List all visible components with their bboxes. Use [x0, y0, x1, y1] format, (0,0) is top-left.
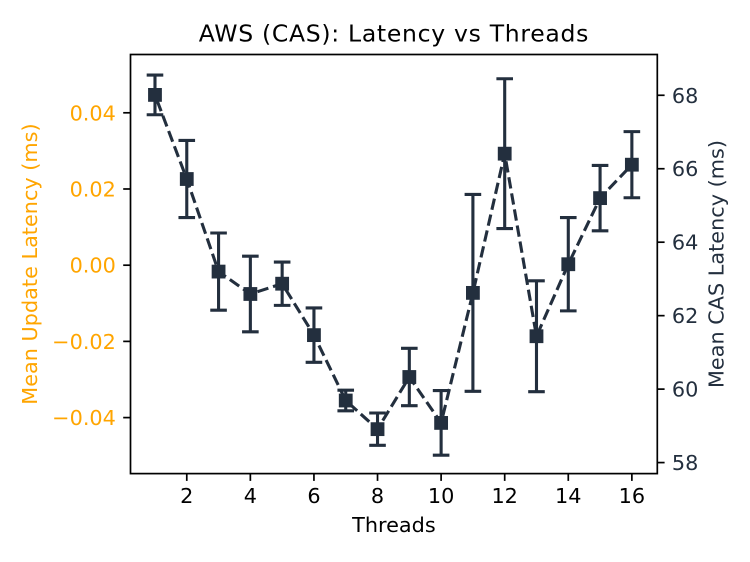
axes-frame: [129, 53, 659, 475]
series-marker: [529, 329, 544, 344]
series-line: [153, 94, 633, 432]
x-tick-label: 12: [491, 484, 517, 508]
y-right-tick-label: 62: [672, 304, 698, 328]
x-tick-label: 14: [555, 484, 581, 508]
y-right-tick-label: 64: [672, 231, 698, 255]
series-marker: [561, 257, 576, 272]
y-left-tick-label: −0.04: [52, 406, 116, 430]
series-marker: [466, 285, 480, 300]
x-tick-label: 16: [619, 484, 645, 508]
y-right-axis-label: Mean CAS Latency (ms): [705, 140, 729, 388]
y-right-tick-label: 58: [672, 451, 698, 475]
series-marker: [497, 146, 512, 161]
series-marker: [243, 287, 258, 301]
y-right-tick-label: 68: [672, 84, 698, 108]
x-axis-label: Threads: [351, 513, 436, 537]
series-marker: [307, 328, 321, 343]
x-tick-label: 2: [180, 484, 193, 508]
x-tick-label: 10: [428, 484, 454, 508]
series-marker: [275, 276, 290, 291]
y-left-tick-label: −0.02: [52, 330, 116, 354]
series-marker: [624, 157, 639, 172]
y-left-axis-label: Mean Update Latency (ms): [18, 123, 42, 404]
y-right-tick-label: 66: [672, 157, 698, 181]
y-left-tick-label: 0.02: [70, 177, 116, 201]
series-marker: [370, 422, 385, 437]
y-left-tick-label: 0.04: [70, 101, 116, 125]
x-tick-label: 4: [244, 484, 257, 508]
y-left-tick-label: 0.00: [70, 254, 116, 278]
series-marker: [148, 88, 162, 102]
series-marker: [434, 416, 449, 430]
x-tick-label: 8: [371, 484, 384, 508]
x-tick-label: 6: [307, 484, 320, 508]
series-marker: [402, 370, 417, 384]
series-marker: [593, 191, 607, 206]
y-right-tick-label: 60: [672, 378, 698, 402]
chart-title: AWS (CAS): Latency vs Threads: [199, 20, 589, 48]
series-marker: [179, 172, 194, 186]
series-marker: [338, 393, 353, 408]
series-marker: [211, 264, 226, 279]
